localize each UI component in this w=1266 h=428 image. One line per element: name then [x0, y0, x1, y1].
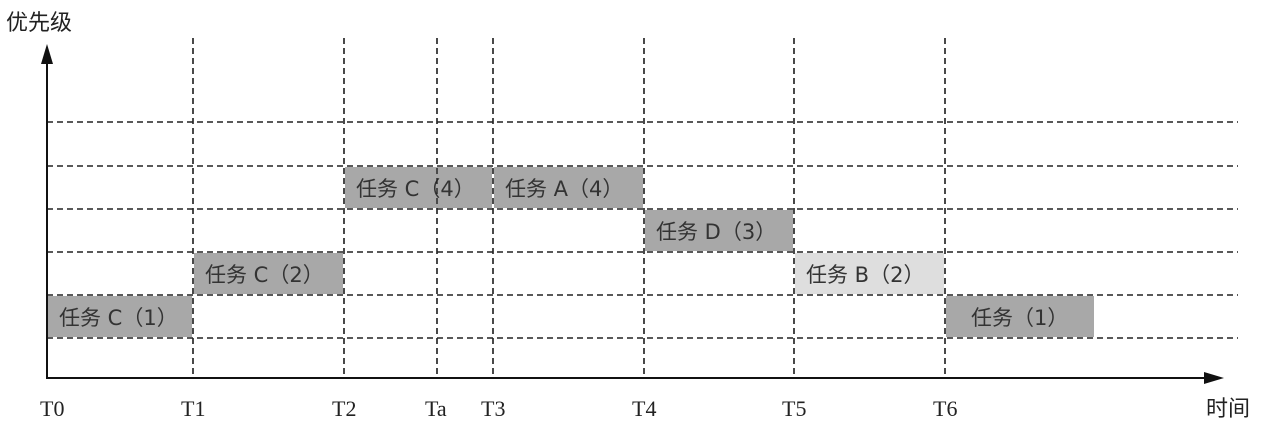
time-label-t3: T3	[481, 396, 505, 421]
task-bar	[795, 253, 944, 294]
x-axis-title: 时间	[1206, 397, 1250, 422]
time-label-t0: T0	[40, 396, 64, 421]
task-label: 任务 C（4）	[356, 177, 475, 201]
task-label: 任务 C（1）	[59, 306, 178, 330]
time-label-t4: T4	[632, 396, 656, 421]
task-bar	[645, 210, 793, 251]
task-label: 任务 C（2）	[205, 263, 324, 287]
task-bar	[48, 296, 192, 337]
axes	[41, 44, 1224, 384]
task-bar	[345, 167, 492, 208]
time-label-ta: Ta	[425, 396, 447, 421]
time-label-t1: T1	[181, 396, 205, 421]
task-bar	[946, 296, 1094, 337]
time-label-t2: T2	[332, 396, 356, 421]
task-label: 任务 D（3）	[656, 220, 776, 244]
time-tick-labels: T0 T1 T2 Ta T3 T4 T5 T6	[40, 396, 957, 421]
y-axis-arrow	[41, 44, 53, 64]
task-label: 任务 A（4）	[505, 177, 623, 201]
task-label: 任务 B（2）	[806, 263, 924, 287]
time-label-t6: T6	[933, 396, 957, 421]
task-bar	[194, 253, 343, 294]
task-bar	[494, 167, 643, 208]
time-label-t5: T5	[782, 396, 806, 421]
x-axis-arrow	[1204, 372, 1224, 384]
task-bars: 任务 C（1） 任务 C（2） 任务 C（4） 任务 A（4） 任务 D（3） 任务 B（…	[48, 38, 1094, 378]
task-label: 任务（1）	[971, 306, 1068, 330]
y-axis-title: 优先级	[6, 11, 72, 36]
